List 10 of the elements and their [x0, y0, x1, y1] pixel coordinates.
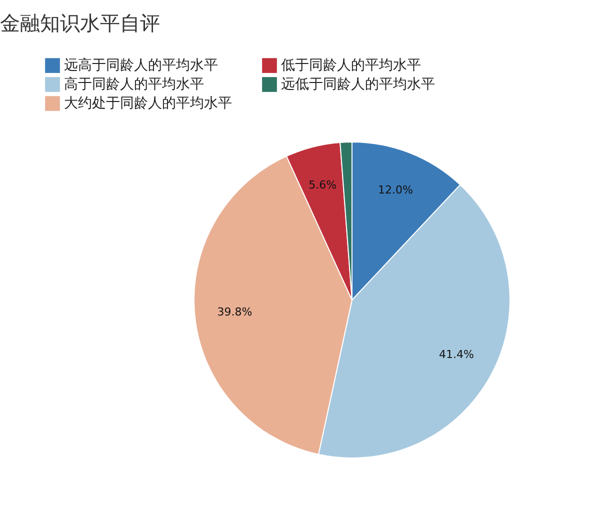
legend-label: 远高于同龄人的平均水平 — [64, 58, 218, 74]
data-label: 39.8% — [217, 306, 252, 319]
legend-label: 大约处于同龄人的平均水平 — [64, 96, 232, 112]
data-label: 41.4% — [438, 348, 474, 361]
legend-label: 高于同龄人的平均水平 — [64, 76, 204, 92]
data-label: 12.0% — [378, 183, 413, 196]
chart-title: 金融知识水平自评 — [0, 11, 160, 35]
legend-label: 低于同龄人的平均水平 — [281, 58, 421, 74]
data-label: 5.6% — [308, 178, 337, 192]
legend-label: 远低于同龄人的平均水平 — [281, 76, 435, 92]
